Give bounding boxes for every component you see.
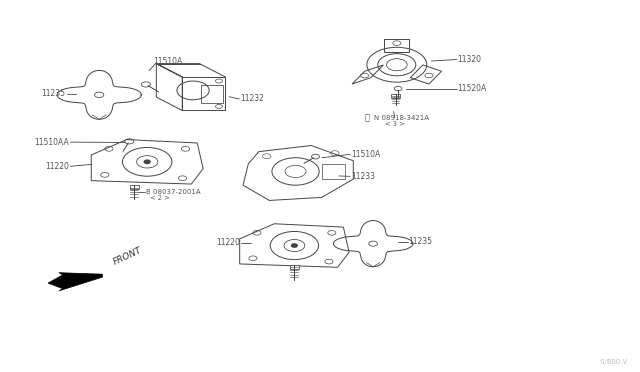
Text: 11233: 11233 xyxy=(351,172,375,181)
Text: B 08037-2001A: B 08037-2001A xyxy=(146,189,200,195)
Text: 11220: 11220 xyxy=(216,238,240,247)
Text: 11510A: 11510A xyxy=(351,150,380,159)
Text: < 3 >: < 3 > xyxy=(385,121,405,127)
Text: S/800 V: S/800 V xyxy=(600,359,627,365)
Text: 11235: 11235 xyxy=(408,237,433,246)
Text: 11510AA: 11510AA xyxy=(35,138,69,147)
Bar xyxy=(290,265,299,269)
Text: N 08918-3421A: N 08918-3421A xyxy=(374,115,429,121)
Text: 11510A: 11510A xyxy=(154,57,183,65)
Text: 11220: 11220 xyxy=(45,162,69,171)
Text: 11520A: 11520A xyxy=(458,84,487,93)
Text: < 2 >: < 2 > xyxy=(150,195,170,201)
Text: FRONT: FRONT xyxy=(112,246,143,267)
Circle shape xyxy=(141,82,150,87)
Bar xyxy=(391,94,400,97)
Circle shape xyxy=(125,139,134,144)
Circle shape xyxy=(312,154,319,159)
Text: 11232: 11232 xyxy=(240,94,264,103)
Polygon shape xyxy=(48,273,102,291)
Text: Ⓝ: Ⓝ xyxy=(365,113,370,122)
Text: 11320: 11320 xyxy=(458,55,481,64)
Bar xyxy=(130,185,139,189)
Circle shape xyxy=(144,160,150,164)
Circle shape xyxy=(394,86,402,91)
Text: 11235: 11235 xyxy=(41,89,65,98)
Circle shape xyxy=(292,244,298,247)
